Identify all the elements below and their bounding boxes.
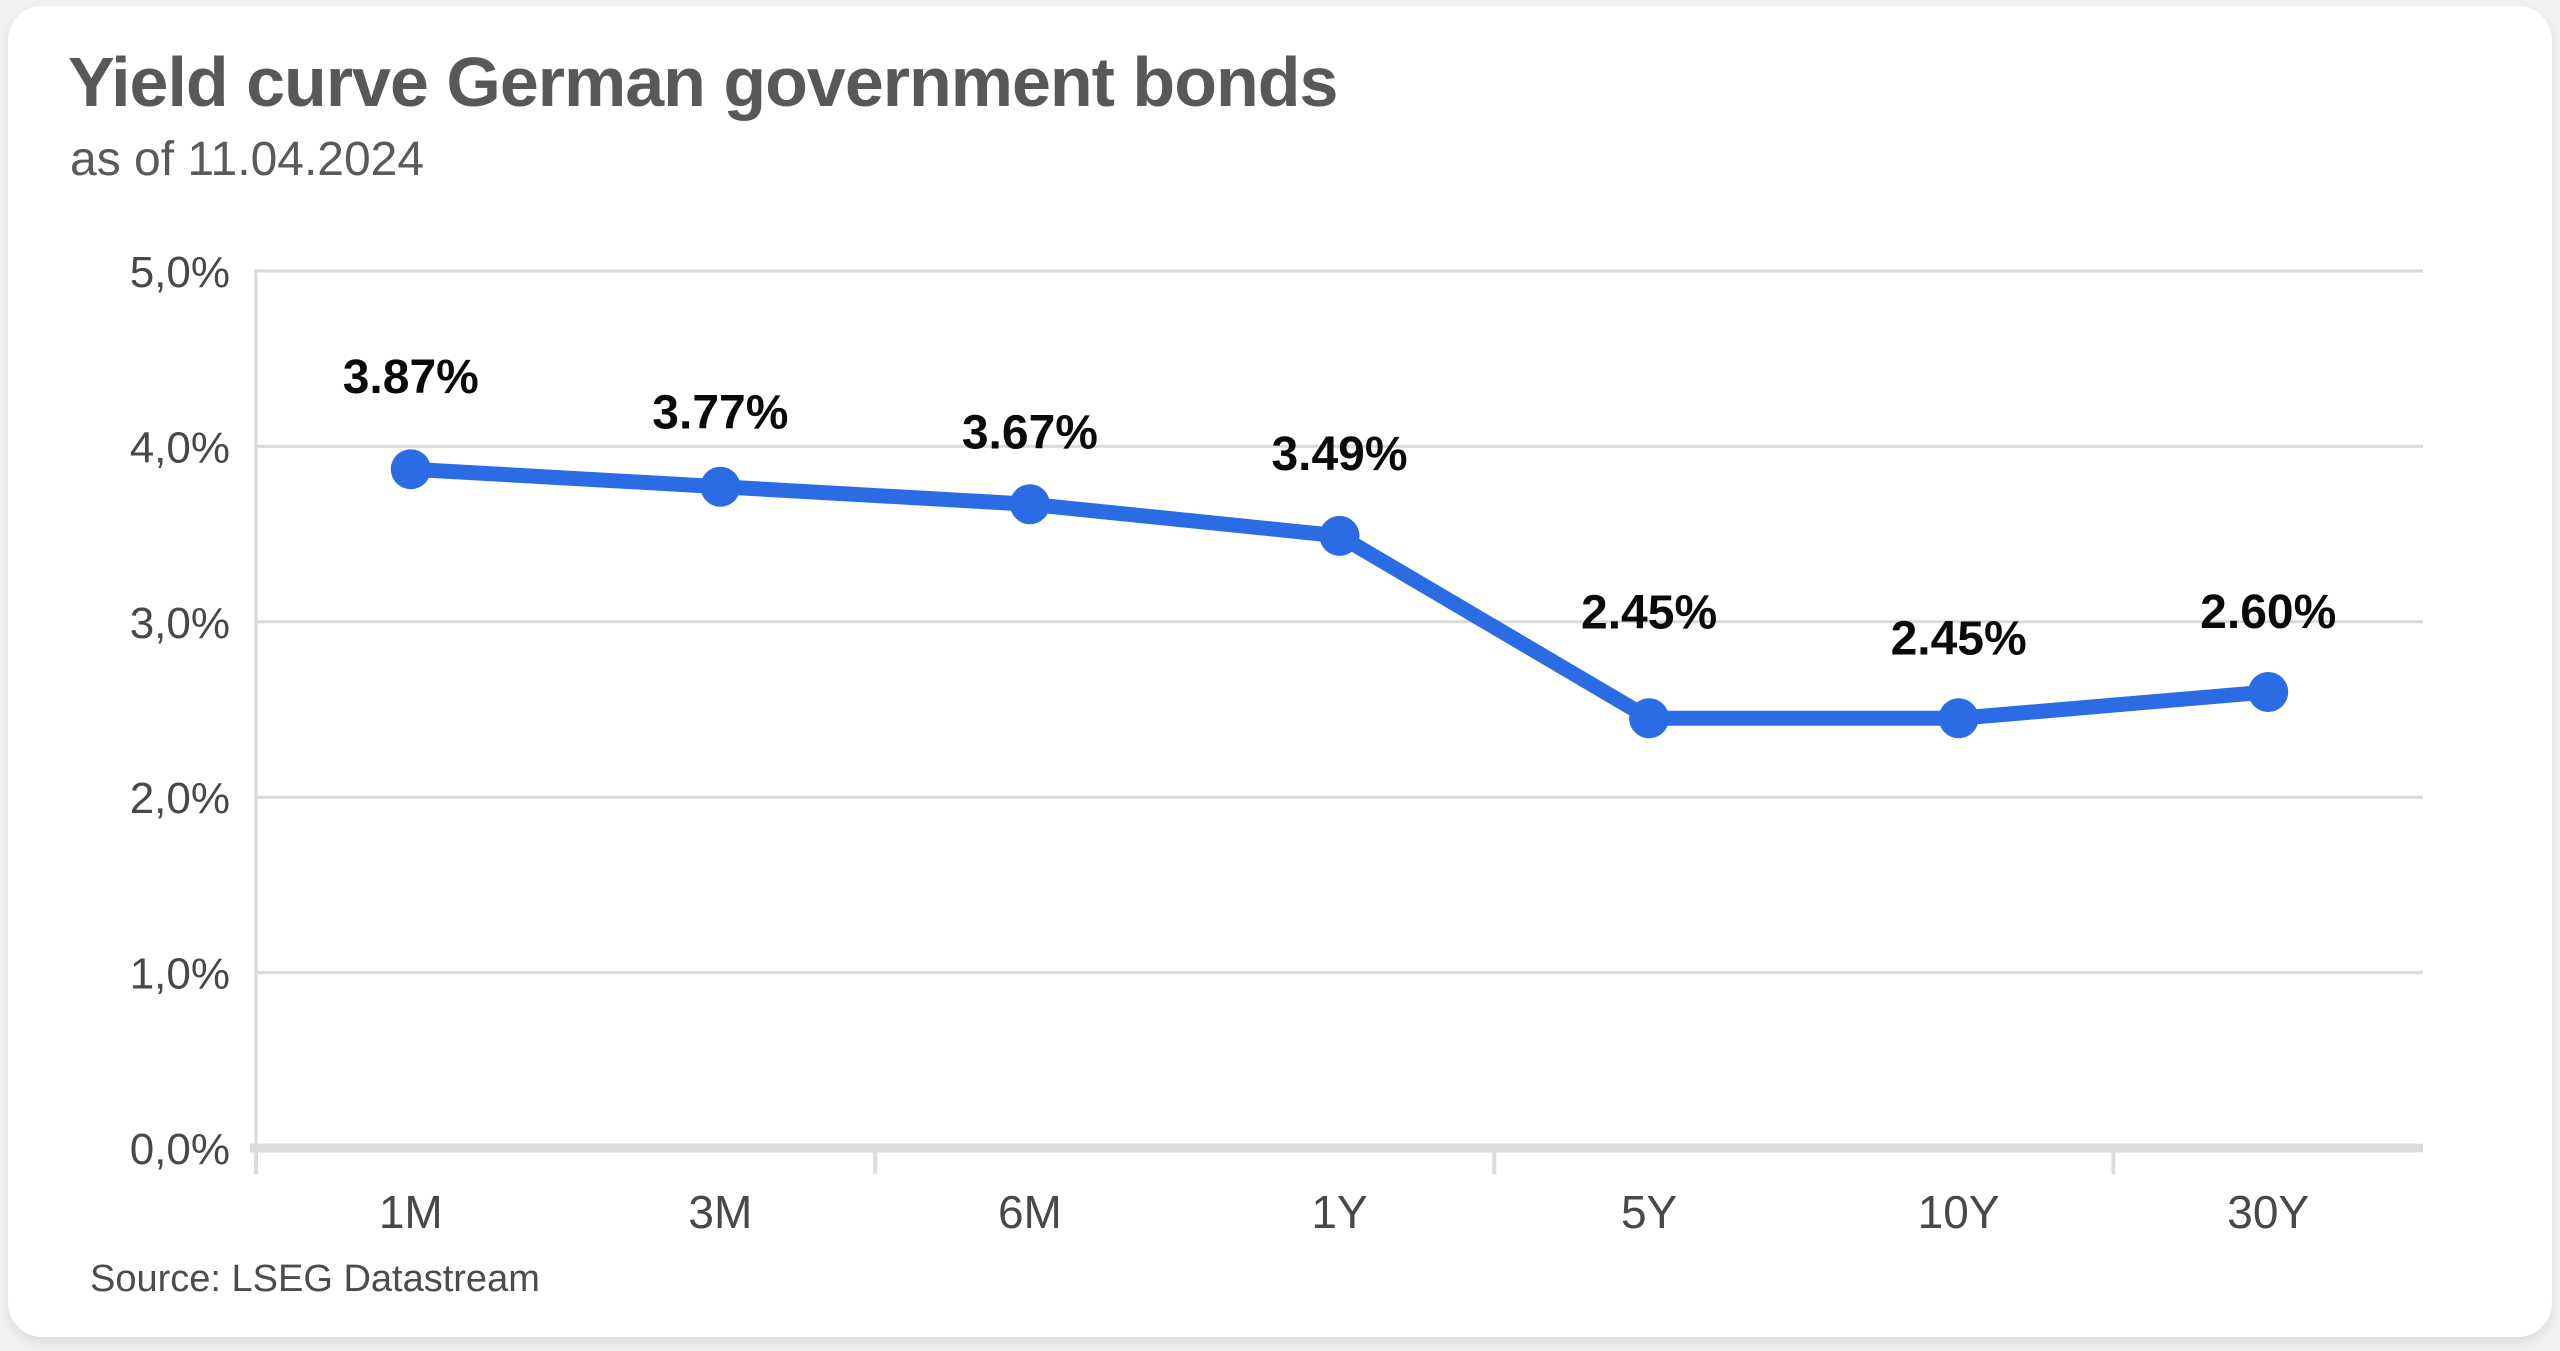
source-note: Source: LSEG Datastream	[90, 1258, 540, 1300]
data-point-marker	[1009, 484, 1050, 525]
chart-subtitle: as of 11.04.2024	[70, 133, 425, 186]
y-axis-tick-label: 5,0%	[130, 248, 230, 297]
y-axis-tick-label: 4,0%	[130, 423, 230, 472]
data-point-label: 2.45%	[1581, 586, 1717, 639]
chart-title: Yield curve German government bonds	[68, 43, 1338, 121]
data-point-label: 3.49%	[1271, 428, 1407, 481]
data-point-label: 3.87%	[343, 351, 479, 404]
data-point-label: 2.60%	[2200, 586, 2336, 639]
data-point-marker	[390, 449, 431, 490]
y-axis-tick-label: 2,0%	[130, 774, 230, 823]
x-axis-tick-label: 3M	[688, 1186, 752, 1238]
x-axis-tick-label: 1Y	[1311, 1186, 1367, 1238]
data-point-marker	[1319, 515, 1360, 556]
yield-curve-line-chart: 0,0% 1,0% 2,0% 3,0% 4,0% 5,0% 1M 3M 6M 1Y 5Y 10Y 30Y…	[130, 248, 2423, 1238]
y-axis-tick-label: 0,0%	[130, 1125, 230, 1174]
data-point-label: 2.45%	[1891, 612, 2027, 665]
y-axis-tick-label: 1,0%	[130, 950, 230, 999]
data-point-label: 3.77%	[652, 387, 788, 440]
y-axis-tick-label: 3,0%	[130, 599, 230, 648]
chart-card: Yield curve German government bonds as o…	[8, 6, 2552, 1337]
data-point-marker	[700, 466, 741, 507]
data-point-marker	[1629, 698, 1670, 739]
x-axis-tick-label: 10Y	[1918, 1186, 2000, 1238]
x-axis-tick-label: 6M	[998, 1186, 1062, 1238]
data-point-marker	[2248, 671, 2289, 712]
data-point-label: 3.67%	[962, 406, 1098, 459]
x-axis-tick-label: 1M	[379, 1186, 443, 1238]
x-axis-tick-label: 5Y	[1621, 1186, 1677, 1238]
x-axis-tick-label: 30Y	[2227, 1186, 2309, 1238]
data-point-marker	[1938, 698, 1979, 739]
yield-curve-series-line	[403, 461, 2276, 726]
